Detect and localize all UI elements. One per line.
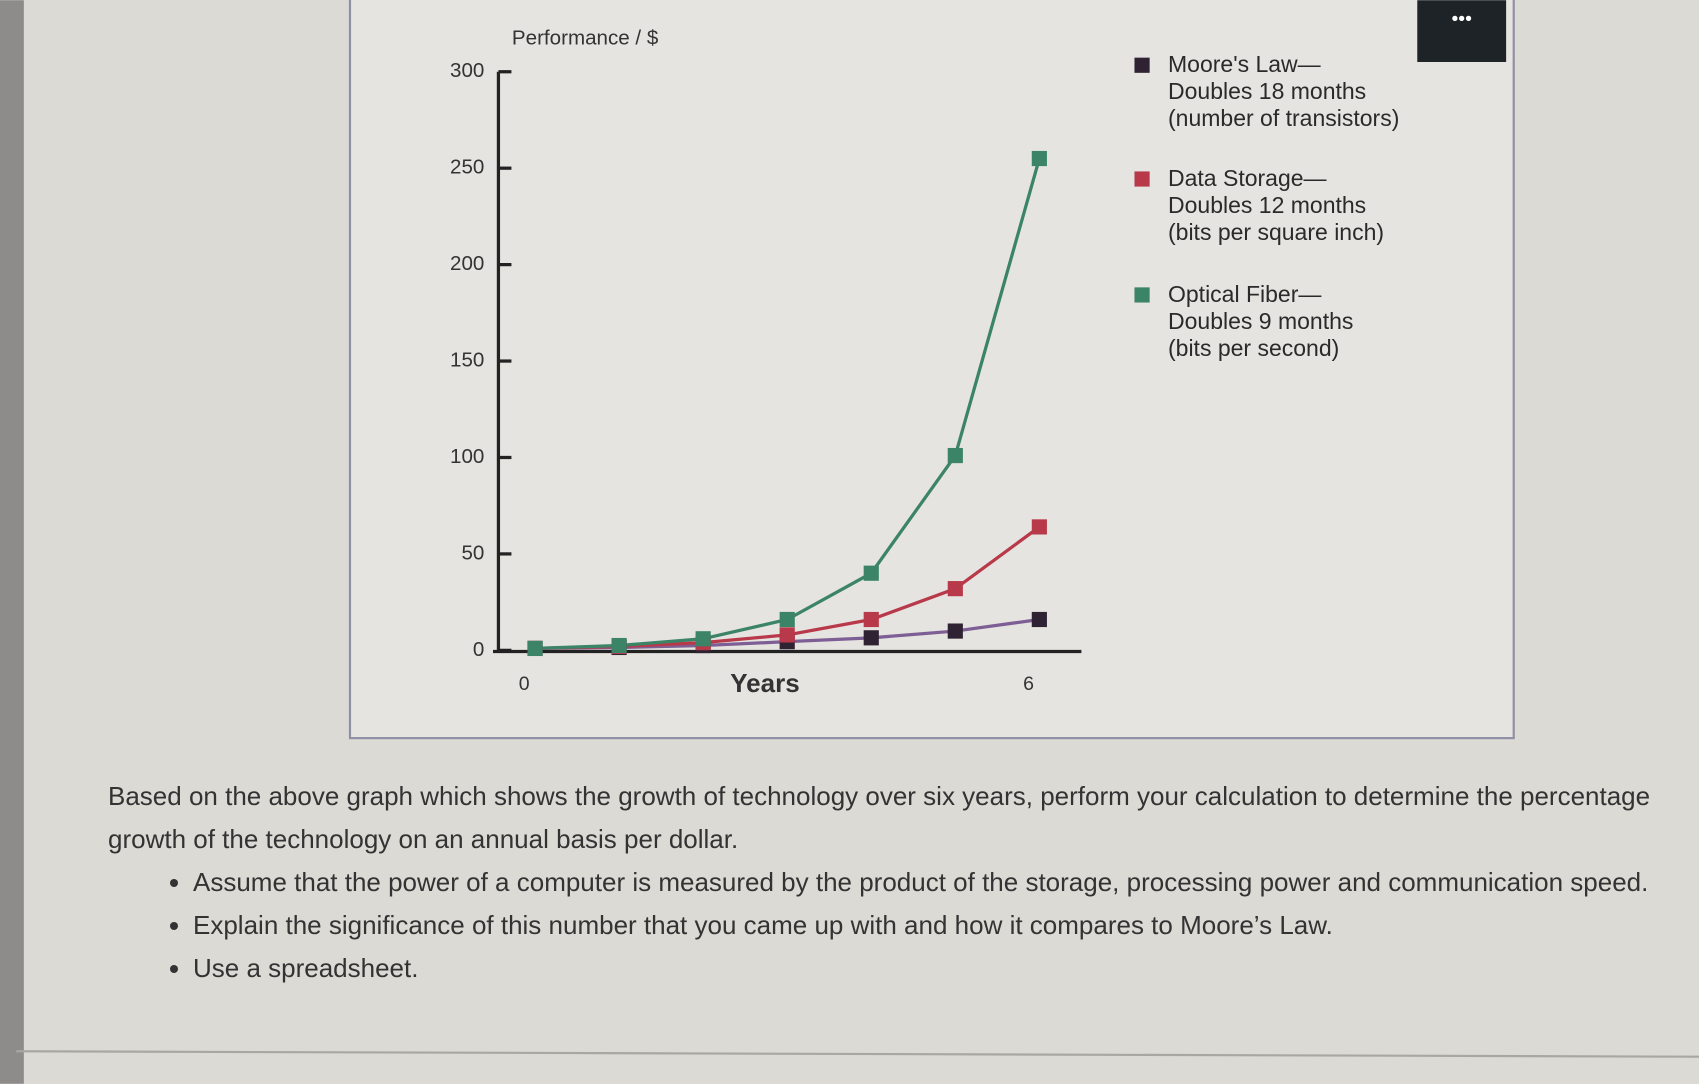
bullet: Use a spreadsheet. (193, 947, 1668, 990)
data-point (947, 447, 963, 464)
data-point (779, 611, 795, 628)
data-point (611, 637, 627, 654)
menu-button[interactable]: ••• (1451, 8, 1472, 30)
data-point (695, 631, 711, 647)
y-axis-label: Performance / $ (512, 27, 659, 50)
data-point (527, 640, 543, 657)
legend-entry: Moore's Law— Doubles 18 months (number o… (1168, 51, 1400, 131)
y-tick-label: 100 (450, 445, 484, 468)
legend-swatch (1134, 57, 1150, 73)
data-point (1031, 519, 1047, 535)
question: Based on the above graph which shows the… (108, 775, 1668, 990)
bullet: Assume that the power of a computer is m… (193, 861, 1668, 904)
data-point (947, 581, 963, 597)
y-tick-label: 200 (450, 252, 484, 275)
y-tick-label: 150 (450, 348, 484, 371)
data-point (947, 623, 963, 639)
x-axis-label: Years (730, 668, 799, 698)
y-tick-label: 300 (450, 59, 484, 82)
menu-button-bg[interactable] (1417, 0, 1507, 62)
data-point (1031, 611, 1047, 628)
data-point (779, 627, 795, 643)
divider (16, 1050, 1699, 1058)
y-tick-label: 250 (450, 156, 484, 179)
data-point (863, 611, 879, 628)
y-tick-label: 0 (473, 638, 484, 661)
x-tick-label: 0 (519, 673, 530, 695)
question-paragraph: Based on the above graph which shows the… (108, 781, 1651, 854)
legend-swatch (1134, 171, 1150, 187)
data-point (1031, 150, 1047, 167)
bullet: Explain the significance of this number … (193, 904, 1668, 947)
legend-entry: Optical Fiber— Doubles 9 months (bits pe… (1168, 280, 1354, 361)
legend-entry: Data Storage— Doubles 12 months (bits pe… (1168, 164, 1385, 245)
data-point (863, 630, 879, 646)
legend-swatch (1134, 287, 1150, 303)
x-tick-label: 6 (1023, 673, 1034, 695)
data-point (863, 565, 879, 581)
bullet-list: Assume that the power of a computer is m… (108, 861, 1668, 990)
y-tick-label: 50 (461, 541, 484, 564)
sidebar (0, 0, 24, 1084)
chart-frame (348, 0, 1515, 740)
